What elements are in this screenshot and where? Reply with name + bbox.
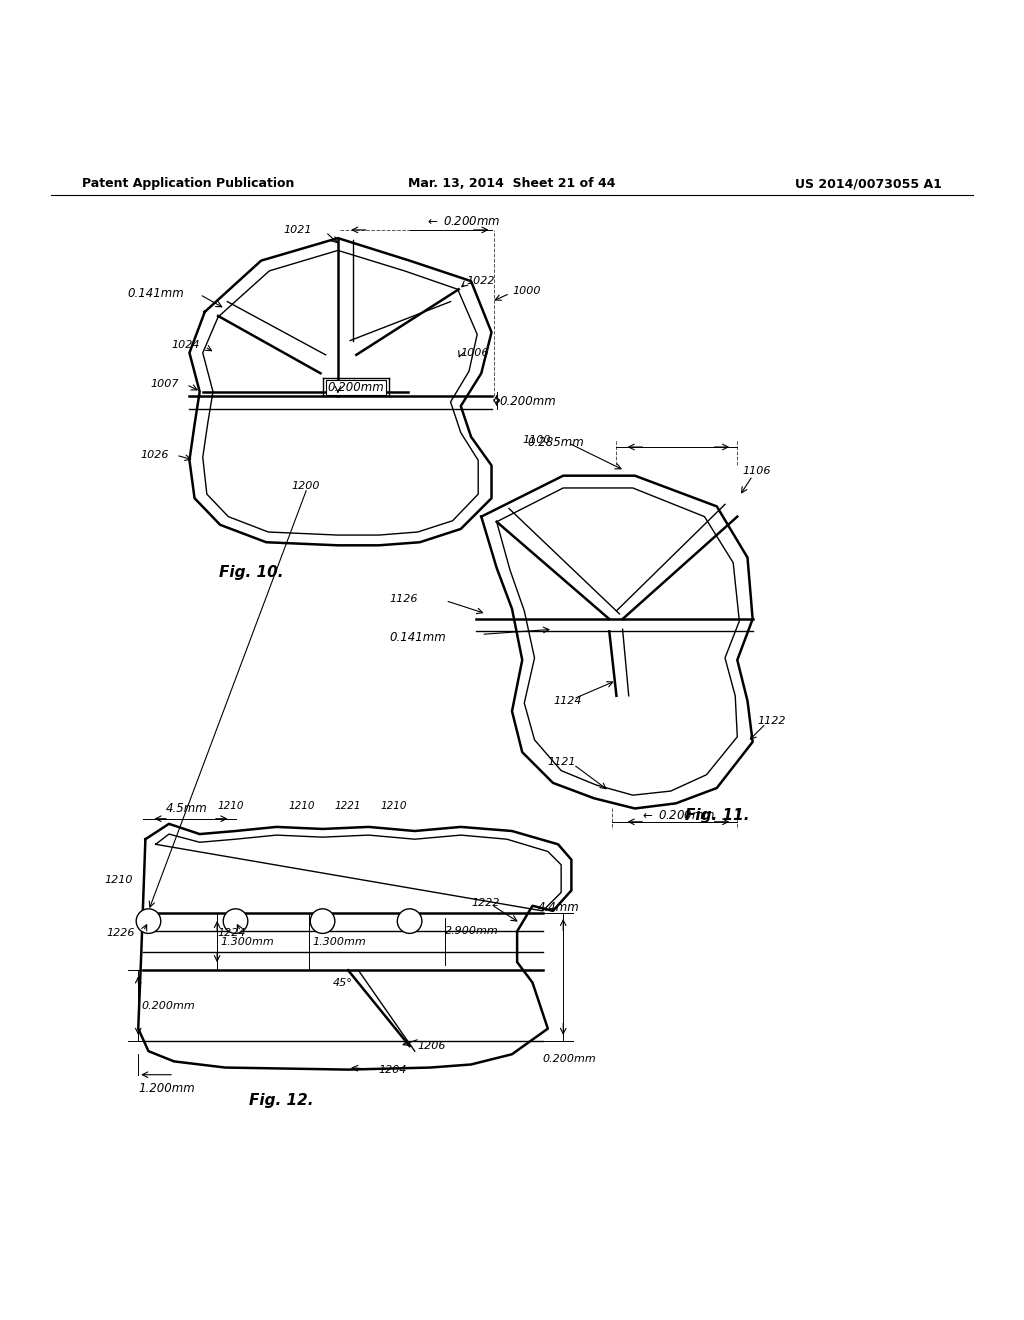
- Text: $\leftarrow$ 0.200mm: $\leftarrow$ 0.200mm: [425, 215, 501, 228]
- Text: 1221: 1221: [335, 801, 361, 812]
- Circle shape: [310, 909, 335, 933]
- Text: 1222: 1222: [471, 898, 500, 908]
- Text: 1204: 1204: [379, 1065, 408, 1074]
- Text: 1210: 1210: [104, 875, 133, 886]
- Circle shape: [397, 909, 422, 933]
- Text: 1124: 1124: [553, 696, 582, 706]
- Text: 4.5mm: 4.5mm: [166, 801, 208, 814]
- Text: 1007: 1007: [151, 379, 179, 388]
- Text: 1206: 1206: [418, 1041, 446, 1051]
- Text: 45°: 45°: [333, 978, 353, 987]
- Circle shape: [136, 909, 161, 933]
- Text: 1021: 1021: [284, 224, 312, 235]
- Text: 0.141mm: 0.141mm: [389, 631, 445, 644]
- Text: 1.300mm: 1.300mm: [220, 937, 273, 946]
- Text: Mar. 13, 2014  Sheet 21 of 44: Mar. 13, 2014 Sheet 21 of 44: [409, 177, 615, 190]
- Text: 0.200mm: 0.200mm: [543, 1055, 596, 1064]
- Text: 1026: 1026: [140, 450, 169, 461]
- Text: 0.141mm: 0.141mm: [128, 286, 184, 300]
- Text: 4.4mm: 4.4mm: [538, 902, 580, 915]
- Text: 1210: 1210: [289, 801, 315, 812]
- Text: 2.900mm: 2.900mm: [445, 927, 499, 936]
- Text: Fig. 11.: Fig. 11.: [685, 808, 749, 824]
- Text: 1022: 1022: [467, 276, 496, 286]
- Circle shape: [223, 909, 248, 933]
- Text: 1210: 1210: [381, 801, 408, 812]
- Text: 1210: 1210: [217, 801, 244, 812]
- Text: 0.285mm: 0.285mm: [527, 437, 584, 449]
- Text: 1200: 1200: [292, 480, 321, 491]
- Text: 1006: 1006: [461, 347, 489, 358]
- Text: 1100: 1100: [522, 434, 551, 445]
- Text: 0.200mm: 0.200mm: [141, 1001, 195, 1011]
- Text: 0.200mm: 0.200mm: [328, 381, 384, 395]
- Text: 1.300mm: 1.300mm: [312, 937, 366, 946]
- Text: 1122: 1122: [758, 717, 786, 726]
- Text: Patent Application Publication: Patent Application Publication: [82, 177, 294, 190]
- Text: Fig. 12.: Fig. 12.: [250, 1093, 313, 1107]
- Text: 1106: 1106: [742, 466, 771, 475]
- Text: 1224: 1224: [217, 928, 246, 939]
- Text: 1024: 1024: [171, 339, 200, 350]
- Text: 0.200mm: 0.200mm: [500, 396, 556, 408]
- Text: $\leftarrow$ 0.200mm: $\leftarrow$ 0.200mm: [640, 809, 716, 822]
- Text: 1126: 1126: [389, 594, 418, 603]
- Text: Fig. 10.: Fig. 10.: [219, 565, 283, 581]
- Text: 1.200mm: 1.200mm: [138, 1082, 195, 1094]
- Text: 1121: 1121: [548, 758, 577, 767]
- Text: 1226: 1226: [106, 928, 135, 939]
- Text: US 2014/0073055 A1: US 2014/0073055 A1: [796, 177, 942, 190]
- Text: 1000: 1000: [512, 286, 541, 297]
